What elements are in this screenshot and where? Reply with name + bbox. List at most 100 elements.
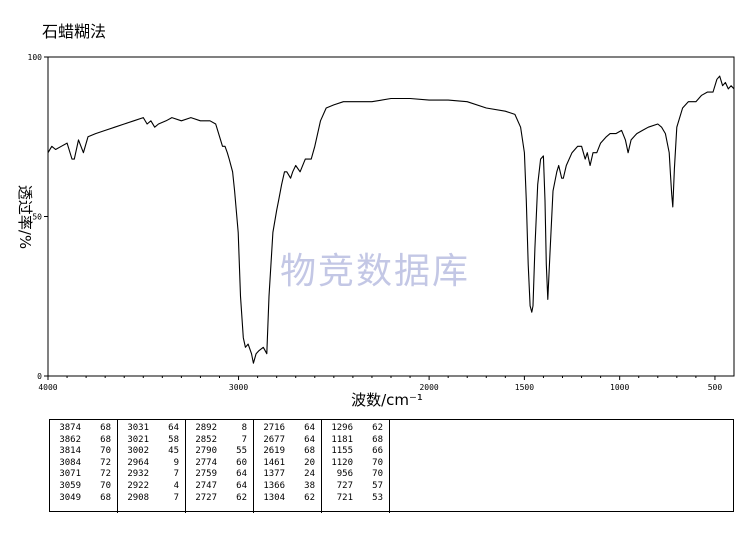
peak-transmittance: 4 [173,481,179,491]
peak-wavenumber: 1181 [331,434,353,445]
peak-wavenumber: 2716 [263,423,285,433]
peak-table-empty-area [390,420,733,513]
peak-row: 2774 60 [186,457,253,469]
peak-transmittance: 70 [100,481,111,491]
peak-row: 727 57 [322,480,389,492]
peak-transmittance: 58 [168,434,179,445]
peak-row: 2677 64 [254,434,321,446]
peak-transmittance: 70 [372,457,383,468]
peak-wavenumber: 2727 [195,492,217,503]
peak-wavenumber: 2677 [263,434,285,445]
peak-transmittance: 68 [372,434,383,445]
watermark: 物竞数据库 [280,251,470,292]
peak-row: 3049 68 [50,492,117,504]
peak-transmittance: 24 [304,469,315,480]
peak-row: 3021 58 [118,434,185,446]
peak-row: 3874 68 [50,422,117,434]
peak-wavenumber: 3814 [59,446,81,457]
peak-transmittance: 7 [173,469,179,480]
peak-wavenumber: 2964 [127,457,149,468]
peak-wavenumber: 3049 [59,492,81,503]
x-tick-label: 3000 [229,383,248,392]
peak-wavenumber: 2908 [127,492,149,503]
peak-row: 2716 64 [254,422,321,434]
peak-row: 2727 62 [186,492,253,504]
x-axis-label: 波数/cm⁻¹ [351,391,423,409]
spectrum-line [47,75,735,364]
peak-wavenumber: 727 [336,481,353,491]
peak-wavenumber: 1461 [263,457,285,468]
peak-wavenumber: 2619 [263,446,285,457]
peak-row: 2759 64 [186,468,253,480]
peak-table: 3874 68 3862 68 3814 70 3084 72 3071 72 3059 70 3049… [49,419,734,513]
peak-table-column: 3874 68 3862 68 3814 70 3084 72 3071 72 3059 70 3049… [50,420,118,513]
peak-wavenumber: 1155 [331,446,353,457]
peak-transmittance: 7 [173,492,179,503]
peak-wavenumber: 3084 [59,457,81,468]
peak-row: 3059 70 [50,480,117,492]
x-tick-label: 2000 [419,383,438,392]
peak-row: 2790 55 [186,445,253,457]
peak-transmittance: 62 [236,492,247,503]
peak-transmittance: 64 [304,434,315,445]
peak-transmittance: 64 [304,423,315,433]
peak-transmittance: 8 [241,423,247,433]
peak-transmittance: 64 [168,423,179,433]
peak-transmittance: 66 [372,446,383,457]
peak-wavenumber: 3021 [127,434,149,445]
peak-transmittance: 68 [304,446,315,457]
peak-transmittance: 53 [372,492,383,503]
x-tick-label: 500 [708,383,723,392]
peak-transmittance: 72 [100,469,111,480]
x-tick-label: 4000 [38,383,57,392]
peak-transmittance: 64 [236,481,247,491]
x-tick-label: 1000 [610,383,629,392]
peak-transmittance: 7 [241,434,247,445]
y-tick-label: 50 [32,213,42,222]
peak-transmittance: 9 [173,457,179,468]
peak-transmittance: 38 [304,481,315,491]
peak-row: 2892 8 [186,422,253,434]
peak-row: 3814 70 [50,445,117,457]
peak-row: 721 53 [322,492,389,504]
peak-wavenumber: 2922 [127,481,149,491]
peak-transmittance: 64 [236,469,247,480]
y-tick-label: 100 [28,53,43,62]
peak-wavenumber: 3059 [59,481,81,491]
peak-row: 2964 9 [118,457,185,469]
peak-wavenumber: 2932 [127,469,149,480]
peak-row: 956 70 [322,468,389,480]
peak-row: 2932 7 [118,468,185,480]
peak-wavenumber: 1304 [263,492,285,503]
peak-wavenumber: 2852 [195,434,217,445]
peak-wavenumber: 2892 [195,423,217,433]
peak-transmittance: 70 [100,446,111,457]
peak-wavenumber: 956 [336,469,353,480]
peak-row: 3071 72 [50,468,117,480]
peak-wavenumber: 3862 [59,434,81,445]
peak-transmittance: 57 [372,481,383,491]
peak-transmittance: 68 [100,492,111,503]
peak-wavenumber: 1366 [263,481,285,491]
peak-transmittance: 20 [304,457,315,468]
peak-wavenumber: 2747 [195,481,217,491]
peak-row: 1181 68 [322,434,389,446]
peak-row: 3002 45 [118,445,185,457]
peak-wavenumber: 1296 [331,423,353,433]
peak-wavenumber: 2790 [195,446,217,457]
plot-frame [47,56,735,377]
peak-transmittance: 70 [372,469,383,480]
peak-transmittance: 68 [100,423,111,433]
peak-transmittance: 68 [100,434,111,445]
peak-row: 1120 70 [322,457,389,469]
peak-transmittance: 62 [372,423,383,433]
peak-row: 3084 72 [50,457,117,469]
peak-row: 3862 68 [50,434,117,446]
peak-row: 1296 62 [322,422,389,434]
peak-wavenumber: 721 [336,492,353,503]
peak-table-column: 2892 8 2852 7 2790 55 2774 60 2759 64 2747 64 2727 62 [186,420,254,513]
peak-wavenumber: 3071 [59,469,81,480]
x-tick-label: 1500 [515,383,534,392]
peak-row: 1155 66 [322,445,389,457]
peak-transmittance: 55 [236,446,247,457]
